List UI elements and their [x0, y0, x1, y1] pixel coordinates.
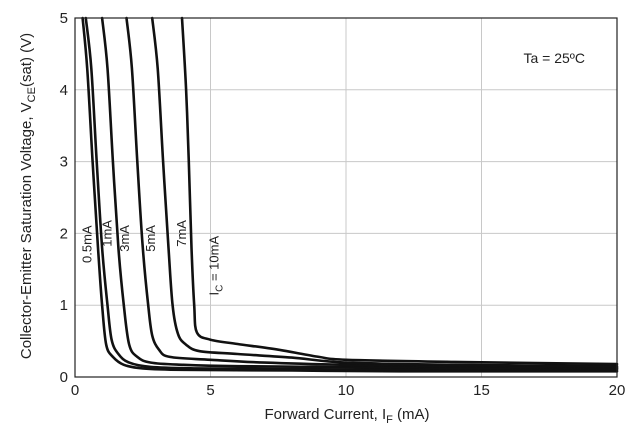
curve-label-series-5: 7mA [174, 220, 189, 247]
curve-label-series-6: IC = 10mA [207, 236, 226, 296]
temperature-annotation: Ta = 25ºC [523, 50, 585, 66]
curve-label-main: 1mA [100, 220, 115, 247]
x-axis-tick-labels: 0 5 10 15 20 [71, 382, 626, 399]
curve-label-main: 7mA [174, 220, 189, 247]
y-tick-label: 3 [60, 154, 68, 171]
curve-series-6 [180, 16, 619, 366]
y-axis-title-tail: (sat) (V) [18, 33, 35, 87]
y-axis-title-subscript: CE [26, 87, 38, 102]
x-axis-title-tail: (mA) [393, 406, 430, 423]
y-tick-label: 4 [60, 82, 68, 99]
y-tick-label: 0 [60, 369, 68, 386]
plot-frame [74, 17, 618, 378]
curve-label-series-1: 0.5mA [79, 225, 94, 263]
curve-label-tail: = 10mA [207, 236, 222, 285]
curve-series-2 [84, 16, 619, 372]
x-axis-title-subscript: F [386, 414, 393, 426]
x-tick-label: 15 [473, 382, 490, 399]
x-tick-label: 10 [338, 382, 355, 399]
y-tick-label: 2 [60, 225, 68, 242]
curve-series-4 [125, 16, 619, 369]
curve-series-5 [150, 16, 619, 368]
x-tick-label: 5 [206, 382, 214, 399]
curve-label-series-2: 1mA [100, 220, 115, 247]
curve-label-main: 5mA [143, 225, 158, 252]
y-axis-title-main: Collector-Emitter Saturation Voltage, V [18, 102, 35, 359]
curve-label-series-3: 3mA [117, 225, 132, 252]
grid-lines [75, 18, 617, 377]
x-tick-label: 20 [609, 382, 626, 399]
curve-series-1 [81, 16, 619, 373]
y-axis-tick-labels: 0 1 2 3 4 5 [60, 10, 68, 386]
x-axis-title: Forward Current, IF (mA) [264, 406, 429, 426]
y-tick-label: 5 [60, 10, 68, 27]
x-axis-title-main: Forward Current, I [264, 406, 386, 423]
curve-labels: 0.5mA 1mA 3mA 5mA 7mA IC = 10mA [79, 220, 225, 296]
curve-label-subscript: C [215, 285, 226, 292]
curve-label-main: 0.5mA [79, 225, 94, 263]
y-tick-label: 1 [60, 297, 68, 314]
x-tick-label: 0 [71, 382, 79, 399]
curve-label-main: 3mA [117, 225, 132, 252]
curve-label-series-4: 5mA [143, 225, 158, 252]
y-axis-title: Collector-Emitter Saturation Voltage, VC… [18, 33, 38, 359]
curve-label-main: I [207, 292, 222, 296]
curves [81, 16, 619, 373]
curve-series-3 [100, 16, 619, 370]
